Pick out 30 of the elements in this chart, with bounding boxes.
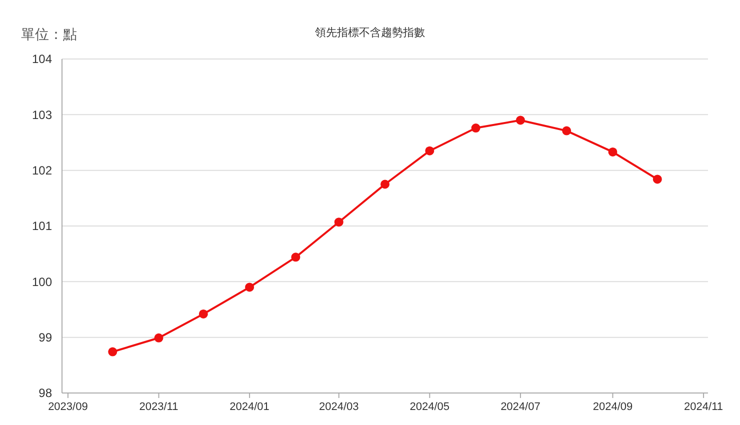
y-tick-label: 98 <box>38 386 52 400</box>
point <box>471 124 480 133</box>
point <box>334 218 344 227</box>
y-tick-label: 103 <box>32 108 52 122</box>
point <box>425 146 434 156</box>
point <box>380 180 390 189</box>
point <box>108 347 118 356</box>
point <box>562 126 572 136</box>
point <box>198 309 208 318</box>
x-tick-label: 2023/09 <box>48 401 88 413</box>
x-tick-label: 2024/03 <box>318 401 359 413</box>
point <box>245 282 254 292</box>
y-tick-label: 102 <box>32 164 52 178</box>
y-tick-label: 100 <box>32 274 52 289</box>
point <box>291 252 300 262</box>
y-tick-label: 104 <box>32 52 52 66</box>
x-tick-label: 2024/09 <box>592 401 633 413</box>
chart-title: 領先指標不含趨勢指數 <box>315 26 425 39</box>
x-tick-label: 2024/01 <box>230 401 270 413</box>
point <box>652 174 662 184</box>
point <box>154 333 164 342</box>
y-tick-label: 101 <box>32 219 52 234</box>
x-tick-label: 2024/11 <box>684 401 724 413</box>
point <box>516 116 525 125</box>
x-tick-label: 2024/05 <box>410 401 450 413</box>
point <box>608 147 618 156</box>
x-tick-label: 2023/11 <box>139 401 178 413</box>
x-tick-label: 2024/07 <box>500 401 540 413</box>
text: 單位：點 <box>21 26 77 42</box>
y-tick-label: 99 <box>38 330 52 345</box>
